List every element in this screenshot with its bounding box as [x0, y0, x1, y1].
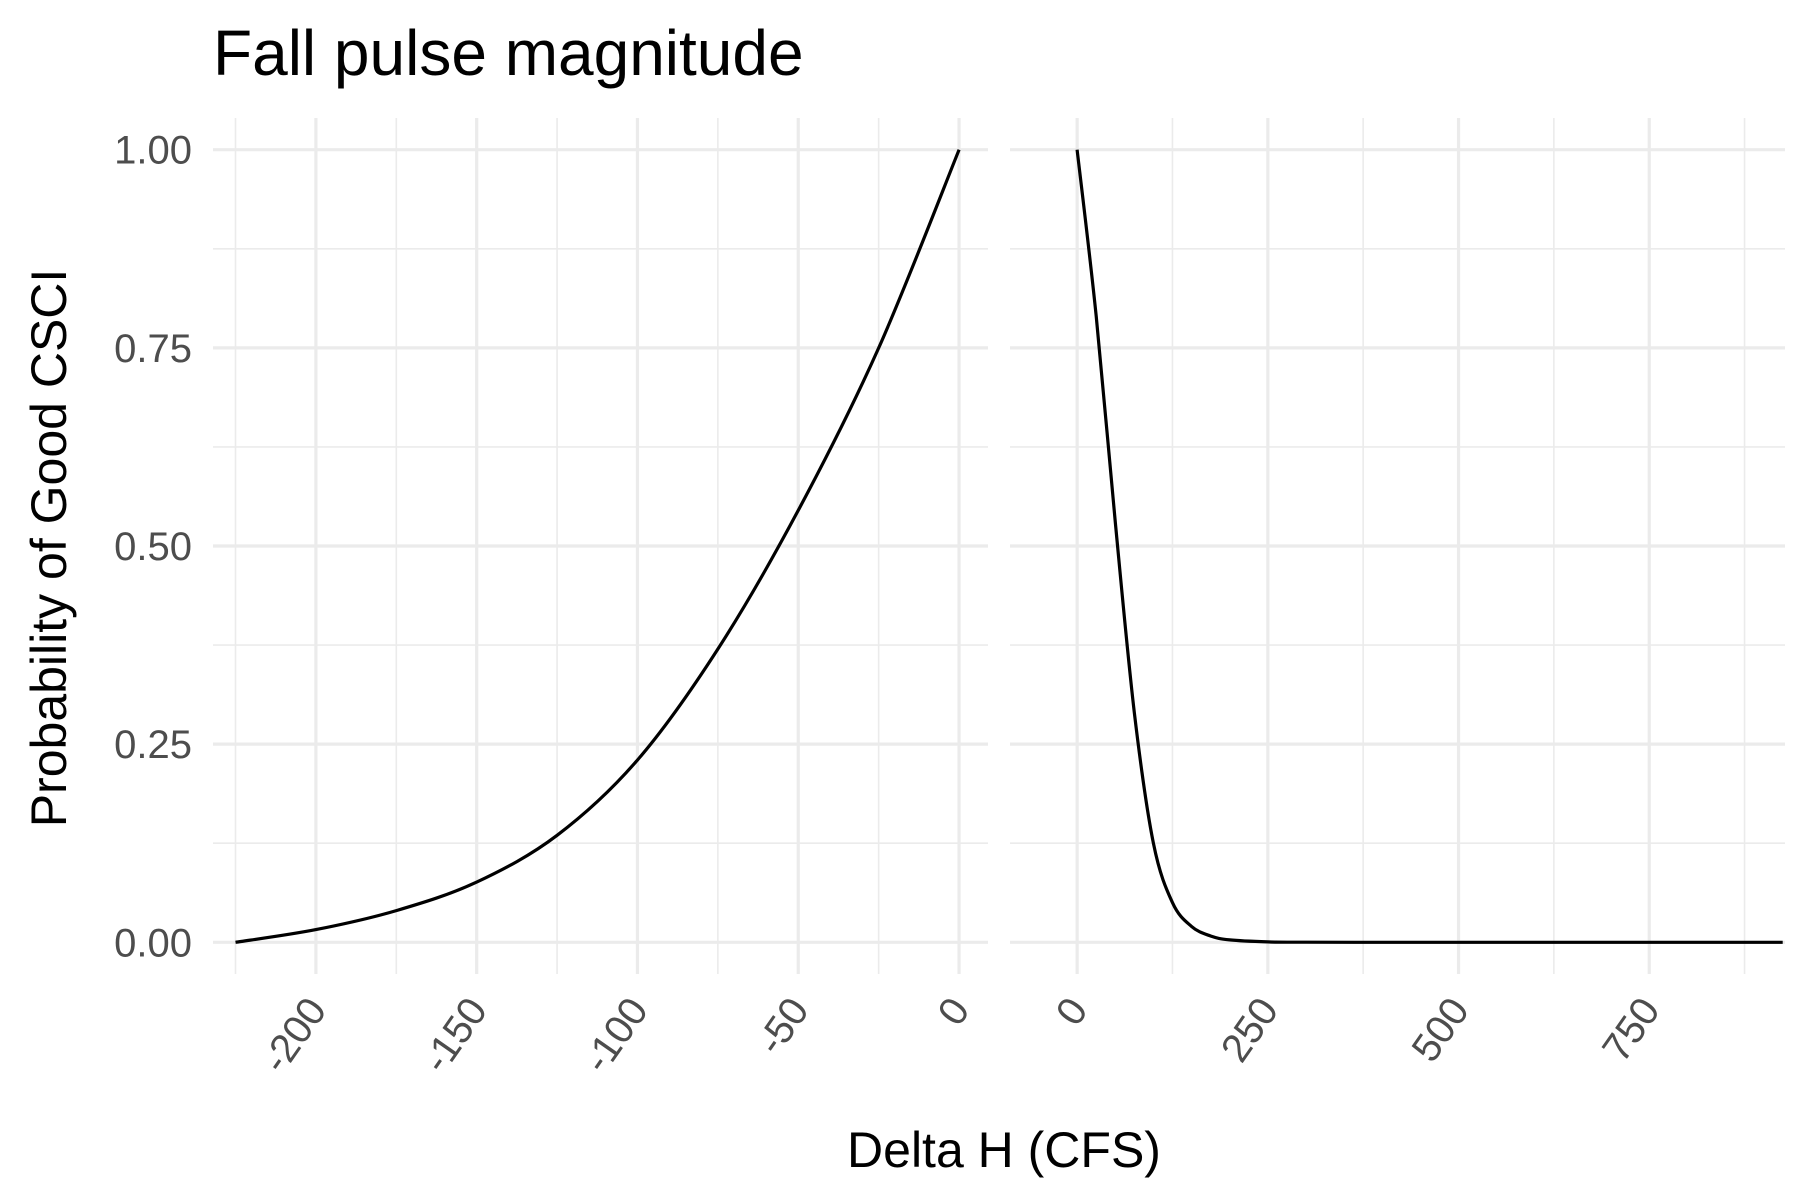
series-line: [1075, 149, 1783, 944]
x-tick-label: 0: [930, 990, 979, 1033]
x-tick-label: -200: [253, 990, 335, 1081]
y-axis: 0.00 0.25 0.50 0.75 1.00: [114, 129, 192, 966]
y-tick-label: 0.25: [114, 723, 192, 767]
x-tick-label: 500: [1404, 990, 1478, 1070]
x-tick-label: 250: [1213, 990, 1287, 1070]
y-tick-label: 0.00: [114, 921, 192, 965]
x-tick-label: -150: [414, 990, 496, 1081]
chart-title: Fall pulse magnitude: [213, 17, 804, 89]
y-tick-label: 0.75: [114, 327, 192, 371]
x-tick-label: -100: [575, 990, 657, 1081]
y-tick-label: 1.00: [114, 129, 192, 173]
series-line: [235, 149, 961, 944]
y-axis-title: Probability of Good CSCI: [21, 269, 77, 828]
x-tick-label: -50: [748, 990, 817, 1063]
panel-right: 0 250 500 750: [1010, 118, 1785, 1070]
x-tick-label: 750: [1594, 990, 1668, 1070]
x-tick-label: 0: [1048, 990, 1097, 1033]
panel-left: -200 -150 -100 -50 0: [213, 118, 988, 1081]
y-tick-label: 0.50: [114, 525, 192, 569]
x-axis-title: Delta H (CFS): [847, 1122, 1161, 1178]
